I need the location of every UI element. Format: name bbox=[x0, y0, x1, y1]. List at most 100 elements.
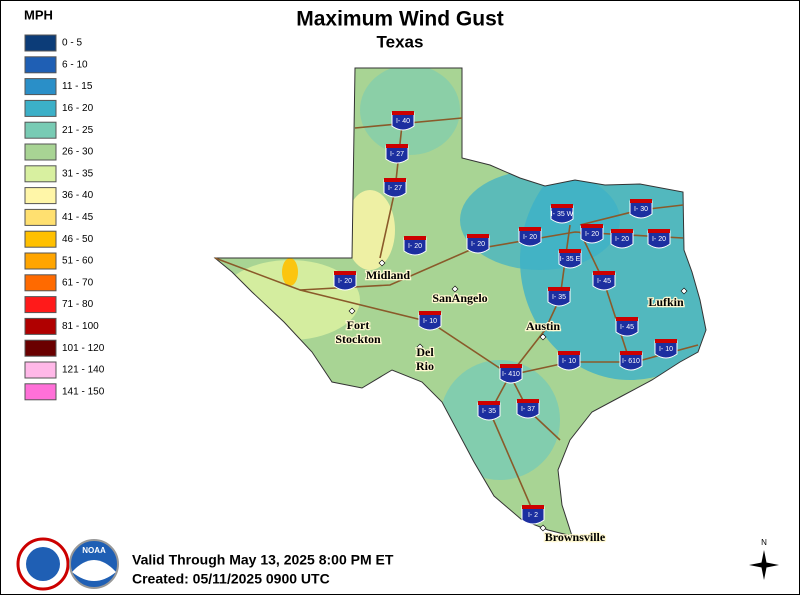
shield bbox=[580, 225, 604, 244]
subtitle: Texas bbox=[377, 32, 424, 51]
shield-top bbox=[386, 144, 408, 148]
legend-swatch bbox=[24, 252, 57, 270]
legend-label: 141 - 150 bbox=[62, 386, 105, 397]
legend-label: 36 - 40 bbox=[62, 190, 94, 201]
highway bbox=[299, 289, 699, 376]
shield bbox=[557, 352, 581, 371]
legend-swatch bbox=[24, 317, 57, 335]
shield-label: I- 40 bbox=[396, 118, 410, 125]
shield-top bbox=[616, 317, 638, 321]
shield bbox=[516, 400, 540, 419]
shield bbox=[550, 205, 574, 224]
city-dot bbox=[539, 524, 547, 532]
shield-label: I- 20 bbox=[471, 241, 485, 248]
shield-top bbox=[478, 401, 500, 405]
city-dot bbox=[680, 287, 688, 295]
shield-top bbox=[551, 204, 573, 208]
shield-top bbox=[648, 229, 670, 233]
shield-top bbox=[517, 399, 539, 403]
city-name: Brownsville bbox=[545, 530, 606, 544]
legend-swatch bbox=[24, 99, 57, 117]
legend-label: 6 - 10 bbox=[62, 59, 88, 70]
field-south bbox=[440, 360, 560, 480]
city-name: Stockton bbox=[335, 332, 381, 346]
shield-top bbox=[384, 178, 406, 182]
shield-label: I- 45 bbox=[597, 278, 611, 285]
shield bbox=[391, 112, 415, 131]
legend-label: 51 - 60 bbox=[62, 256, 94, 267]
shield bbox=[647, 230, 671, 249]
shield-label: I- 20 bbox=[338, 278, 352, 285]
legend-label: 41 - 45 bbox=[62, 212, 94, 223]
legend-swatch bbox=[24, 296, 57, 314]
legend-label: 121 - 140 bbox=[62, 365, 105, 376]
nws-center bbox=[26, 547, 60, 581]
shield-top bbox=[467, 234, 489, 238]
legend-swatch bbox=[24, 78, 57, 96]
shield-top bbox=[630, 199, 652, 203]
compass-rose bbox=[749, 550, 779, 580]
legend-swatch bbox=[24, 165, 57, 183]
city-dot bbox=[416, 343, 424, 351]
shield bbox=[615, 318, 639, 337]
legend-label: 26 - 30 bbox=[62, 147, 94, 158]
legend-label: 16 - 20 bbox=[62, 103, 94, 114]
city-name: Del bbox=[416, 345, 434, 359]
legend-swatch bbox=[24, 230, 57, 248]
shield-label: I- 35 E bbox=[560, 256, 581, 263]
shield-label: I- 35 bbox=[552, 294, 566, 301]
shield bbox=[383, 179, 407, 198]
shield bbox=[592, 272, 616, 291]
legend-swatch bbox=[24, 121, 57, 139]
shield-label: I- 30 bbox=[634, 206, 648, 213]
field-panhandle bbox=[360, 68, 460, 155]
shield bbox=[610, 230, 634, 249]
shield bbox=[466, 235, 490, 254]
shield-label: I- 10 bbox=[423, 318, 437, 325]
shield-label: I- 10 bbox=[562, 358, 576, 365]
legend-label: 0 - 5 bbox=[62, 38, 82, 49]
shield bbox=[654, 340, 678, 359]
shield bbox=[499, 365, 523, 384]
shield-top bbox=[620, 351, 642, 355]
shield-label: I- 27 bbox=[390, 151, 404, 158]
legend-swatch bbox=[24, 143, 57, 161]
shield-top bbox=[419, 311, 441, 315]
shield-top bbox=[559, 249, 581, 253]
shield-label: I- 20 bbox=[408, 243, 422, 250]
shield-top bbox=[655, 339, 677, 343]
city-dot bbox=[451, 285, 459, 293]
legend-swatch bbox=[24, 56, 57, 74]
shield-top bbox=[392, 111, 414, 115]
shield-label: I- 35 W bbox=[551, 211, 574, 218]
legend-label: 21 - 25 bbox=[62, 125, 94, 136]
shield-label: I- 20 bbox=[585, 231, 599, 238]
title: Maximum Wind Gust bbox=[296, 8, 504, 31]
city-name: Austin bbox=[526, 319, 560, 333]
legend-label: 46 - 50 bbox=[62, 234, 94, 245]
legend-label: 71 - 80 bbox=[62, 299, 94, 310]
legend-swatch bbox=[24, 187, 57, 205]
legend-swatch bbox=[24, 208, 57, 226]
shield-label: I- 37 bbox=[521, 406, 535, 413]
shield-label: I- 20 bbox=[615, 236, 629, 243]
city-dot bbox=[348, 307, 356, 315]
legend-label: 31 - 35 bbox=[62, 168, 94, 179]
shield-label: I- 45 bbox=[620, 324, 634, 331]
city-name: Lufkin bbox=[648, 295, 684, 309]
shield bbox=[518, 228, 542, 247]
shield-top bbox=[548, 287, 570, 291]
legend-swatch bbox=[24, 383, 57, 401]
highway bbox=[489, 224, 571, 517]
shield bbox=[333, 272, 357, 291]
shield-label: I- 20 bbox=[523, 234, 537, 241]
shield bbox=[558, 250, 582, 269]
shield bbox=[547, 288, 571, 307]
legend-swatch bbox=[24, 339, 57, 357]
shield-label: I- 10 bbox=[659, 346, 673, 353]
shield bbox=[403, 237, 427, 256]
compass: N bbox=[749, 538, 779, 580]
shield-label: I- 20 bbox=[652, 236, 666, 243]
